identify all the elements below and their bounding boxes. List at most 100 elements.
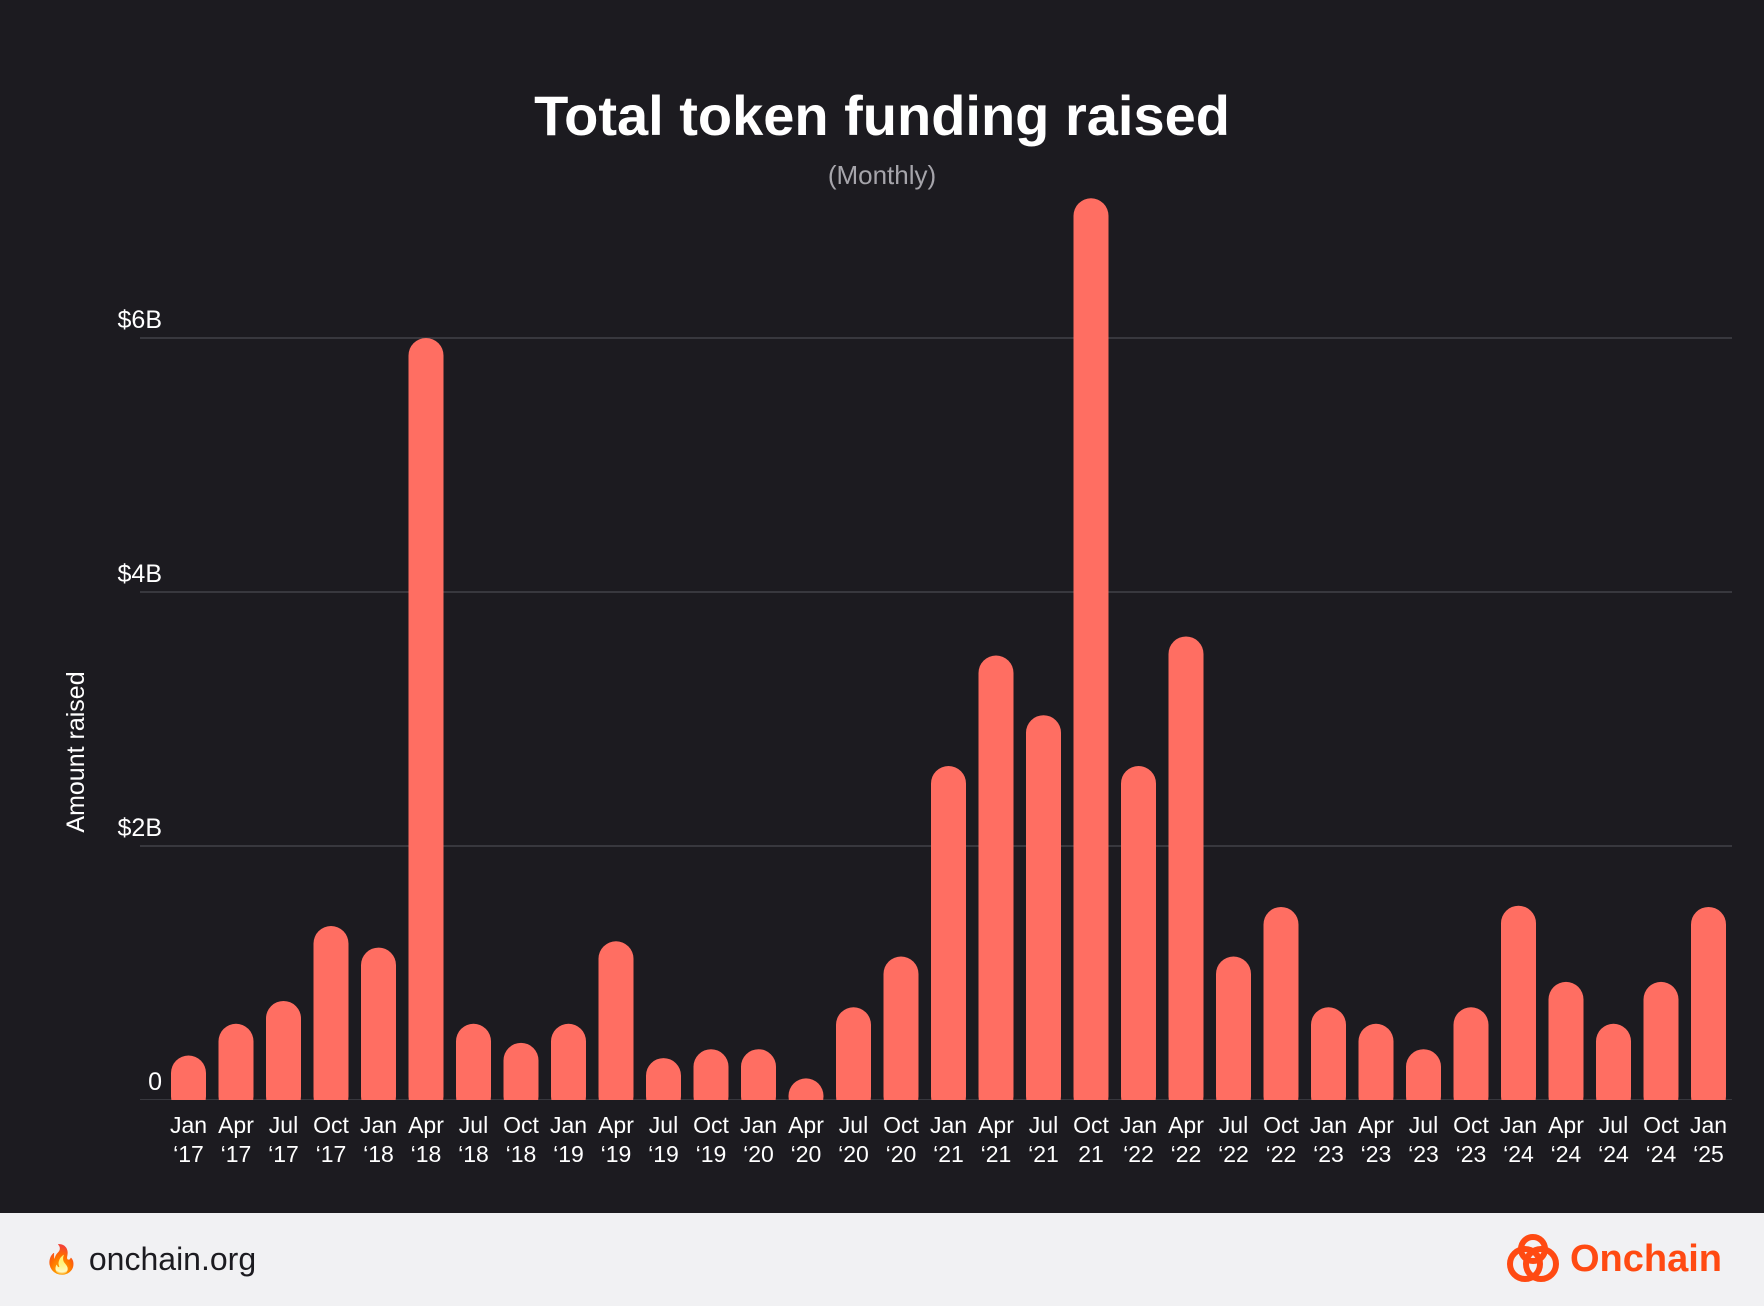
bar [551,1023,586,1114]
bars [140,198,1732,1116]
bar [741,1049,776,1114]
x-tick-label: ‘23 [1456,1141,1487,1167]
bar [836,1007,871,1114]
x-tick-label: Jul [1219,1112,1248,1138]
bar [266,1000,301,1114]
x-tick-label: Apr [218,1112,254,1138]
x-tick-label: Oct [883,1112,919,1138]
x-tick-label: Apr [408,1112,444,1138]
x-tick-label: Jul [839,1112,868,1138]
bar [408,338,444,1114]
y-tick-label: $4B [118,560,162,588]
chart-title: Total token funding raised [534,84,1230,147]
x-tick-label: Jan [1500,1112,1537,1138]
x-tick-label: Jul [459,1112,488,1138]
bar [598,941,634,1114]
chart-subtitle: (Monthly) [828,160,936,190]
x-tick-label: ‘24 [1503,1141,1534,1167]
y-tick-label: $6B [118,306,162,334]
x-tick-label: ‘24 [1551,1141,1582,1167]
x-tick-label: ‘17 [316,1141,347,1167]
x-tick-label: Oct [693,1112,729,1138]
bar [1596,1023,1631,1114]
x-tick-label: Jan [1690,1112,1727,1138]
x-tick-label: Oct [1643,1112,1679,1138]
x-tick-label: ‘19 [648,1141,679,1167]
x-tick-label: Jul [1599,1112,1628,1138]
y-tick-label: 0 [148,1068,162,1096]
x-tick-label: Oct [1453,1112,1489,1138]
x-tick-label: ‘22 [1266,1141,1297,1167]
x-tick-label: Jan [930,1112,967,1138]
x-tick-label: Apr [1548,1112,1584,1138]
bar [1263,906,1299,1114]
x-tick-label: Jan [1310,1112,1347,1138]
x-tick-label: 21 [1078,1141,1104,1167]
bar [1073,198,1109,1115]
x-tick-label: Apr [598,1112,634,1138]
x-tick-label: ‘22 [1123,1141,1154,1167]
x-tick-label: ‘18 [506,1141,537,1167]
site-url: onchain.org [88,1241,257,1277]
x-tick-label: ‘17 [173,1141,204,1167]
baseline-mask [140,1100,1732,1116]
x-tick-label: ‘18 [411,1141,442,1167]
x-tick-label: ‘17 [268,1141,299,1167]
y-axis-label: Amount raised [62,671,90,832]
x-tick-label: Jan [360,1112,397,1138]
bar [171,1055,206,1114]
x-tick-label: Jan [170,1112,207,1138]
x-tick-label: ‘24 [1598,1141,1629,1167]
x-tick-label: ‘23 [1408,1141,1439,1167]
bar [1643,981,1679,1114]
bar [1121,765,1156,1114]
bar [1406,1049,1441,1114]
x-tick-label: ‘21 [933,1141,964,1167]
x-tick-label: Jan [740,1112,777,1138]
x-tick-label: ‘20 [838,1141,869,1167]
bar [361,947,396,1114]
bar [1168,636,1204,1114]
bar [456,1023,491,1114]
bar [1026,715,1061,1114]
footer: 🔥 onchain.org Onchain [0,1213,1764,1306]
bar [1311,1007,1346,1114]
x-tick-label: ‘17 [221,1141,252,1167]
bar [503,1042,539,1114]
x-tick-label: Oct [1263,1112,1299,1138]
chart: Total token funding raised (Monthly) Amo… [62,84,1732,1167]
bar [931,765,966,1114]
x-tick-label: ‘21 [981,1141,1012,1167]
x-tick-label: ‘20 [743,1141,774,1167]
bar [218,1023,254,1114]
bar [978,655,1014,1114]
x-tick-label: Apr [1358,1112,1394,1138]
x-tick-label: ‘21 [1028,1141,1059,1167]
x-tick-label: ‘23 [1313,1141,1344,1167]
x-tick-label: Jul [1029,1112,1058,1138]
x-tick-label: Jul [269,1112,298,1138]
bar [693,1049,729,1114]
x-tick-label: Jan [1120,1112,1157,1138]
brand-logo: Onchain [1504,1213,1722,1306]
x-tick-label: Oct [1073,1112,1109,1138]
onchain-logo-icon [1506,1233,1559,1282]
x-tick-label: ‘18 [363,1141,394,1167]
bar [1501,905,1536,1114]
x-tick-label: ‘25 [1693,1141,1724,1167]
x-tick-label: ‘19 [696,1141,727,1167]
bar [313,926,349,1114]
x-tick-label: Apr [978,1112,1014,1138]
x-tick-label: ‘24 [1646,1141,1677,1167]
y-tick-label: $2B [118,814,162,842]
bar [1453,1007,1489,1114]
x-tick-label: ‘18 [458,1141,489,1167]
x-tick-label: Oct [503,1112,539,1138]
x-tick-label: ‘19 [601,1141,632,1167]
x-tick-label: Oct [313,1112,349,1138]
x-tick-label: ‘22 [1171,1141,1202,1167]
bar [1216,956,1251,1114]
x-tick-label: Jul [1409,1112,1438,1138]
x-tick-label: ‘20 [791,1141,822,1167]
site-link[interactable]: 🔥 onchain.org [44,1213,256,1306]
